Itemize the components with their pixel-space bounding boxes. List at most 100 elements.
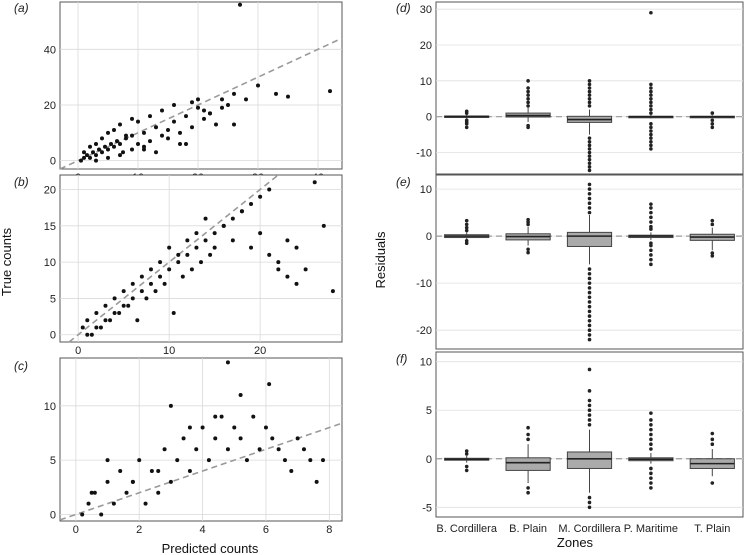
y-tick-label: 10: [420, 184, 432, 196]
box-outlier: [710, 222, 715, 227]
box-outlier: [649, 86, 653, 90]
box-outlier: [464, 464, 469, 469]
data-point: [175, 458, 180, 463]
data-point: [94, 141, 98, 146]
y-tick-label: -10: [416, 148, 432, 160]
data-point: [135, 318, 140, 323]
data-point: [276, 447, 281, 452]
data-point: [80, 512, 85, 517]
box-outlier: [649, 10, 653, 15]
data-point: [295, 436, 300, 441]
y-tick-label: 20: [44, 185, 56, 197]
data-point: [232, 91, 236, 96]
data-point: [166, 128, 170, 133]
reference-line: [59, 37, 343, 170]
box-outlier: [649, 442, 653, 447]
data-point: [136, 141, 140, 146]
box-outlier: [649, 111, 653, 115]
box-outlier: [526, 247, 530, 252]
data-point: [230, 238, 235, 243]
data-point: [202, 108, 206, 113]
box-outlier: [649, 476, 653, 480]
box-body: [566, 231, 613, 247]
box-outlier: [649, 411, 653, 415]
data-point: [158, 274, 163, 279]
data-point: [118, 469, 123, 474]
data-point: [303, 267, 308, 272]
data-point: [185, 238, 190, 243]
box-outlier: [526, 425, 530, 430]
data-point: [160, 133, 164, 138]
y-tick-label: 0: [50, 330, 56, 342]
y-tick-label: -10: [416, 278, 432, 290]
box-outlier: [649, 82, 653, 87]
box-outlier: [710, 118, 715, 123]
box-outlier: [526, 490, 530, 495]
data-point: [121, 150, 125, 155]
box-outlier: [649, 96, 653, 101]
data-point: [267, 252, 272, 257]
box-outlier: [710, 437, 715, 442]
box-outlier: [464, 468, 469, 473]
data-point: [257, 447, 262, 452]
box-outlier: [587, 150, 592, 155]
data-point: [130, 133, 134, 138]
data-point: [126, 303, 131, 308]
box-outlier: [649, 253, 653, 257]
data-point: [130, 281, 135, 286]
data-point: [85, 318, 90, 323]
data-point: [167, 245, 172, 250]
box-outlier: [587, 281, 592, 285]
data-point: [219, 414, 224, 419]
data-point: [112, 310, 117, 315]
box-outlier: [587, 100, 592, 105]
y-tick-label: 0: [426, 231, 432, 243]
box-outlier: [587, 89, 592, 94]
data-point: [200, 425, 205, 430]
box-outlier: [587, 79, 592, 83]
box-outlier: [649, 220, 653, 224]
x-tick-label: 20: [254, 345, 266, 357]
data-point: [267, 382, 272, 387]
y-tick-label: 20: [420, 40, 432, 52]
data-point: [85, 153, 89, 158]
data-point: [121, 303, 126, 308]
data-point: [194, 245, 199, 250]
data-point: [208, 111, 212, 116]
data-point: [214, 122, 218, 127]
y-tick-label: 40: [44, 44, 56, 56]
data-point: [130, 296, 135, 301]
box-outlier: [587, 505, 592, 510]
panel-label: (a): [14, 1, 29, 15]
data-point: [137, 458, 142, 463]
box-outlier: [587, 389, 592, 393]
y-tick-label: 30: [420, 4, 432, 16]
data-point: [156, 469, 161, 474]
data-point: [274, 91, 278, 96]
box-outlier: [526, 89, 530, 94]
box-outlier: [526, 486, 530, 490]
data-point: [238, 2, 242, 7]
data-point: [94, 153, 98, 158]
box-outlier: [587, 328, 592, 332]
box-outlier: [710, 431, 715, 436]
y-tick-label: 5: [50, 293, 56, 305]
box-outlier: [587, 86, 592, 90]
box-outlier: [587, 413, 592, 417]
data-point: [115, 139, 119, 144]
box-outlier: [649, 471, 653, 476]
data-point: [98, 325, 103, 330]
data-point: [142, 144, 146, 149]
panel-f: (f) -5 0 5 10 B. Cordillera B. Plain M. Cordill…: [396, 351, 744, 535]
data-point: [168, 403, 173, 408]
data-point: [270, 436, 275, 441]
data-point: [232, 122, 236, 127]
data-point: [267, 187, 272, 192]
data-point: [118, 153, 122, 158]
y-tick-label: 10: [420, 76, 432, 88]
data-point: [289, 469, 294, 474]
data-point: [160, 108, 164, 113]
data-point: [130, 116, 134, 121]
box-outlier: [464, 225, 469, 230]
data-point: [213, 414, 218, 419]
